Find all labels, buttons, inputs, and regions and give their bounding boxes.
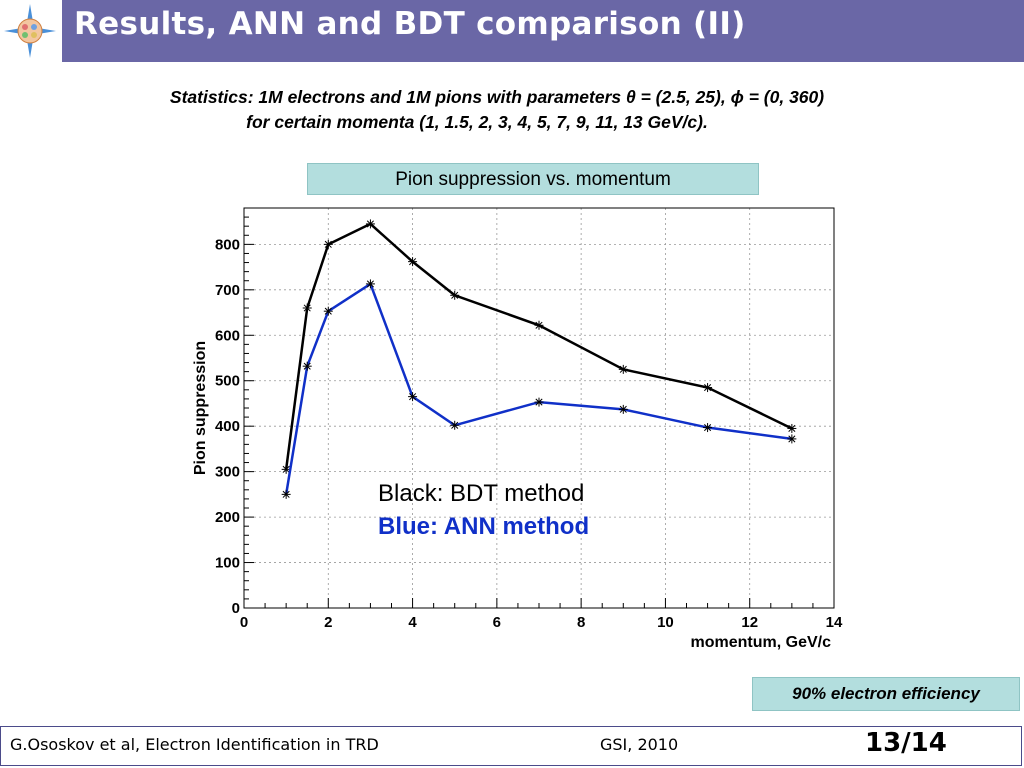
data-point-ann: [787, 434, 797, 444]
chart-title: Pion suppression vs. momentum: [307, 163, 759, 195]
pion-suppression-chart: 0 2 4 6 8 10 12 14 0 100 200 300 400 500 600 700 800 mom…: [192, 207, 843, 651]
footer: [0, 726, 1022, 766]
footer-event: GSI, 2010: [600, 735, 679, 754]
statistics-text: Statistics: 1M electrons and 1M pions wi…: [0, 85, 1024, 135]
plot-frame: [243, 207, 835, 609]
y-tick-label: 100: [215, 555, 240, 572]
data-point-ann: [534, 397, 544, 407]
x-tick-label: 14: [826, 614, 843, 631]
y-tick-label: 700: [215, 282, 240, 299]
x-tick-label: 2: [324, 614, 332, 631]
slide-title: Results, ANN and BDT comparison (II): [74, 6, 746, 42]
data-point-ann: [408, 392, 418, 402]
y-axis-label: Pion suppression: [192, 341, 209, 475]
data-point-bdt: [323, 239, 333, 249]
y-tick-label: 0: [232, 600, 240, 617]
x-axis-label: momentum, GeV/c: [691, 634, 832, 651]
data-point-ann: [302, 361, 312, 371]
page-number: 13/14: [865, 728, 947, 758]
y-tick-label: 800: [215, 236, 240, 253]
x-tick-label: 8: [577, 614, 585, 631]
data-point-ann: [618, 404, 628, 414]
data-point-ann: [281, 489, 291, 499]
data-point-bdt: [703, 383, 713, 393]
series-line-bdt: [284, 222, 793, 470]
y-tick-label: 400: [215, 418, 240, 435]
y-tick-label: 300: [215, 464, 240, 481]
y-tick-label: 500: [215, 373, 240, 390]
footer-author: G.Ososkov et al, Electron Identification…: [10, 735, 379, 754]
title-bar: Results, ANN and BDT comparison (II): [62, 0, 1024, 62]
efficiency-note: 90% electron efficiency: [752, 677, 1020, 711]
x-tick-label: 4: [408, 614, 417, 631]
data-point-ann: [450, 420, 460, 430]
logo-icon: [0, 0, 60, 62]
data-point-ann: [703, 423, 713, 433]
x-tick-label: 6: [493, 614, 501, 631]
y-tick-label: 600: [215, 327, 240, 344]
x-tick-label: 12: [741, 614, 758, 631]
data-point-bdt: [450, 290, 460, 300]
statistics-line-1: Statistics: 1M electrons and 1M pions wi…: [169, 87, 825, 107]
data-point-bdt: [302, 303, 312, 313]
data-point-ann: [365, 279, 375, 289]
x-tick-label: 0: [240, 614, 248, 631]
data-point-bdt: [408, 257, 418, 267]
data-point-bdt: [365, 219, 375, 229]
y-tick-label: 200: [215, 509, 240, 526]
data-point-ann: [323, 306, 333, 316]
statistics-line-2: for certain momenta (1, 1.5, 2, 3, 4, 5,…: [246, 112, 708, 132]
series-line-ann: [284, 282, 793, 495]
data-point-bdt: [534, 320, 544, 330]
x-tick-label: 10: [657, 614, 674, 631]
legend-bdt: Black: BDT method: [378, 480, 584, 507]
data-point-bdt: [618, 364, 628, 374]
legend-ann: Blue: ANN method: [378, 513, 589, 540]
data-point-bdt: [787, 423, 797, 433]
